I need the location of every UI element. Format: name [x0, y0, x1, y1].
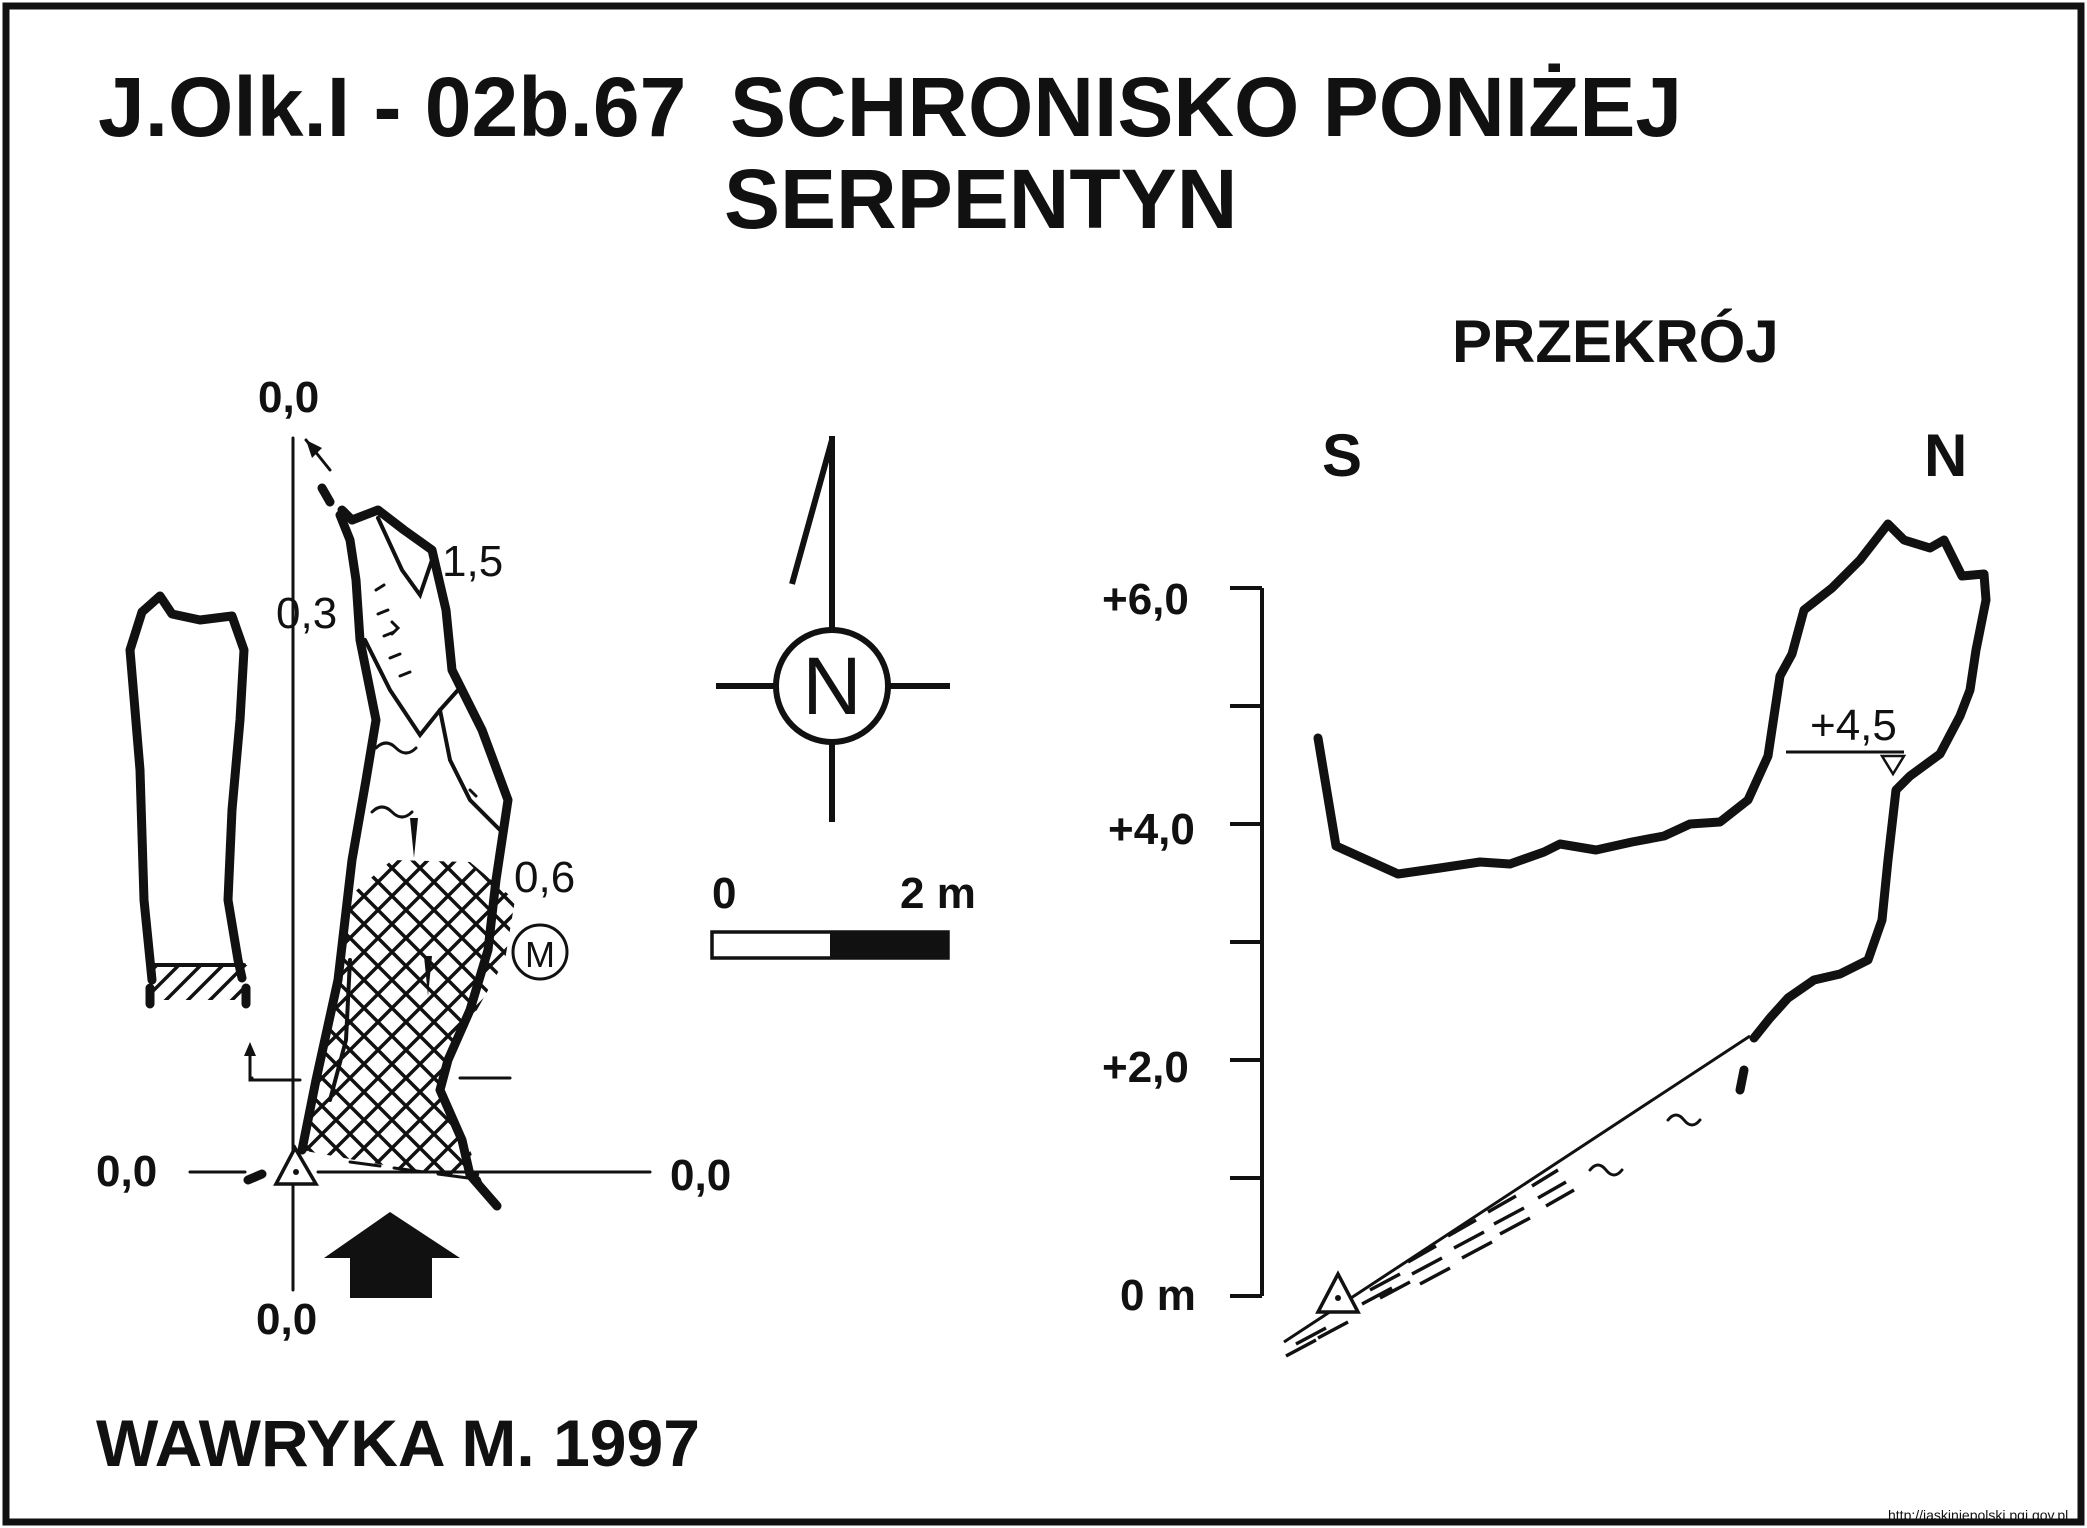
- title-name-line2: SERPENTYN: [724, 152, 1237, 246]
- cave-plan: 0,0 1,5 0,3 0,6 0,0 0,0 0,0 M: [96, 373, 731, 1344]
- scale-bar-fill: [830, 932, 948, 958]
- section-label-0: 0 m: [1120, 1271, 1196, 1320]
- plan-slope-arrow-2: [424, 956, 432, 996]
- section-station-triangle: [1315, 1270, 1361, 1314]
- plan-label-left: 0,0: [96, 1147, 157, 1196]
- plan-tilde-1: [374, 741, 418, 755]
- marker-circle: [511, 923, 569, 981]
- section-dir-n: N: [1924, 422, 1967, 489]
- scale-start-label: 0: [712, 869, 736, 918]
- plan-label-height-2: 0,3: [276, 589, 337, 638]
- plan-label-top: 0,0: [258, 373, 319, 422]
- plan-wall-right: [347, 505, 513, 1211]
- plan-label-right: 0,0: [670, 1151, 731, 1200]
- title-code: J.Olk.I - 02b.67: [98, 60, 686, 154]
- plan-inner-ledge-right: [438, 708, 502, 832]
- plan-label-height-3: 0,6: [514, 853, 575, 902]
- side-chamber-outline: [125, 591, 249, 985]
- scale-bar: 0 2 m: [710, 869, 976, 960]
- plan-floor-hatching: [300, 860, 515, 1182]
- section-dash: [1735, 1065, 1749, 1095]
- section-scale-ticks: [1230, 586, 1262, 1298]
- plan-elbow-line: [248, 1046, 302, 1082]
- side-chamber-ends: [145, 983, 251, 1009]
- plan-wall-left: [297, 510, 381, 1155]
- side-chamber-hatching: [150, 965, 248, 1000]
- section-title: PRZEKRÓJ: [1452, 308, 1779, 375]
- plan-station-dot: [293, 1169, 299, 1175]
- cave-section: PRZEKRÓJ S N +6,0 +4,0 +2,0 0 m: [1102, 308, 1991, 1358]
- section-slope-line: [1283, 1034, 1751, 1344]
- section-tilde-1: [1588, 1163, 1624, 1177]
- section-dir-s: S: [1322, 422, 1362, 489]
- plan-inner-ledge-mid: [363, 638, 460, 739]
- section-label-6: +6,0: [1102, 575, 1189, 624]
- plan-small-marks: [390, 620, 478, 798]
- title-name-line1: SCHRONISKO PONIŻEJ: [730, 60, 1682, 154]
- section-tilde-2: [1666, 1113, 1702, 1127]
- plan-left-dash: [243, 1169, 267, 1185]
- plan-ledge-ticks: [374, 583, 412, 678]
- section-ceiling-outline: [1313, 519, 1991, 1043]
- plan-top-arrow-head: [306, 440, 322, 458]
- entrance-arrow-icon: [324, 1212, 460, 1298]
- plan-station-triangle: [273, 1144, 320, 1186]
- plan-label-height-1: 1,5: [442, 537, 503, 586]
- north-circle-icon: [773, 627, 891, 745]
- plan-label-bottom: 0,0: [256, 1295, 317, 1344]
- plan-inner-step: [328, 958, 352, 1102]
- plan-entrance-dashes: [348, 1160, 470, 1180]
- section-slope-hatching: [1285, 1168, 1575, 1358]
- source-url: http://jaskiniepolski.pgi.gov.pl: [1888, 1507, 2068, 1523]
- plan-elbow-arrow: [244, 1042, 256, 1056]
- section-level-label: +4,5: [1810, 701, 1897, 750]
- north-letter: N: [802, 641, 861, 732]
- plan-tilde-2: [370, 805, 414, 819]
- marker-letter: M: [525, 934, 555, 975]
- section-label-2: +2,0: [1102, 1043, 1189, 1092]
- section-level-triangle: [1879, 754, 1907, 777]
- section-station-dot: [1335, 1295, 1341, 1301]
- plan-inner-ledge-top: [376, 516, 434, 600]
- section-label-4: +4,0: [1108, 805, 1195, 854]
- scale-end-label: 2 m: [900, 869, 976, 918]
- north-arrow: N: [716, 436, 950, 822]
- author-credit: WAWRYKA M. 1997: [96, 1406, 700, 1480]
- plan-slope-arrow-1: [410, 818, 418, 858]
